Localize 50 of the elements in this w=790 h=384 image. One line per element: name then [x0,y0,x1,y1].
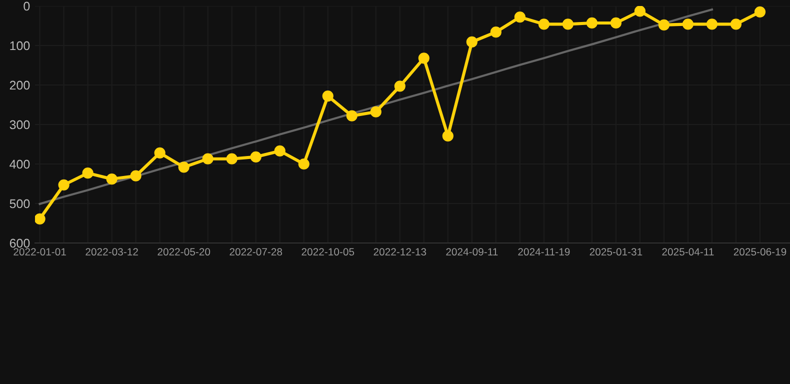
y-tick-label: 300 [10,120,30,130]
point [35,213,46,224]
point [226,153,238,164]
y-tick-label: 500 [10,199,30,208]
point [106,173,118,185]
x-tick-label: 2022-05-20 [158,248,210,256]
point [730,18,742,30]
y-tick-label: 200 [10,80,30,90]
point [634,6,646,17]
point [658,19,670,31]
point [322,90,334,102]
x-tick-label: 2022-07-28 [230,248,282,256]
y-tick-label: 400 [10,160,30,169]
point [418,52,430,64]
point [442,130,454,142]
x-tick-label: 2022-10-05 [302,248,354,256]
point [82,168,94,179]
point [538,18,550,30]
y-tick-label: 100 [10,41,30,50]
point [346,110,358,122]
point [58,179,70,190]
point [754,6,766,18]
point [274,145,286,157]
point [394,80,406,92]
point [298,158,310,170]
point [250,151,262,162]
y-tick-label: 0 [24,2,30,11]
point [706,18,718,30]
point [154,147,166,158]
point [514,12,526,23]
x-tick-label: 2024-11-19 [518,248,570,256]
point [682,18,694,30]
x-tick-label: 2022-03-12 [86,248,138,256]
x-tick-label: 2024-09-11 [446,248,498,256]
x-tick-label: 2025-01-31 [590,248,642,256]
point [130,170,142,182]
y-tick-label: 600 [10,238,30,248]
x-tick-label: 2025-06-19 [734,248,786,256]
point [610,17,622,29]
x-tick-label: 2025-04-11 [662,248,714,256]
point [370,106,382,118]
point [562,18,574,30]
x-tick-label: 2022-12-13 [374,248,426,256]
x-tick-label: 2022-01-01 [14,248,66,256]
point [202,153,214,164]
point [490,26,502,38]
point [178,162,190,173]
point [586,17,598,29]
point [466,36,478,48]
line-series [38,8,714,205]
